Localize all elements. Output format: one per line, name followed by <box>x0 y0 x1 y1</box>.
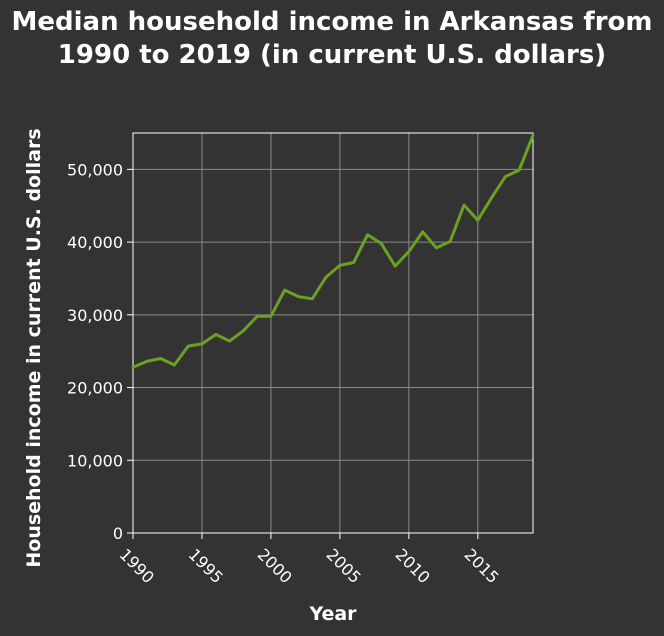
y-tick-label: 30,000 <box>67 306 123 325</box>
series-line <box>131 133 535 369</box>
x-axis-title: Year <box>308 603 357 625</box>
y-tick-label: 0 <box>113 524 123 543</box>
ticks: 1990 1995 2000 2005 2010 2015 0 10,000 20,000 30,… <box>67 160 503 587</box>
y-tick-label: 20,000 <box>67 379 123 398</box>
series-layer <box>131 133 535 369</box>
y-tick-label: 40,000 <box>67 233 123 252</box>
x-tick-label: 1995 <box>185 545 227 587</box>
x-tick-label: 2000 <box>254 545 296 587</box>
chart-title-line-1: Median household income in Arkansas from <box>11 7 653 37</box>
y-tick-label: 50,000 <box>67 160 123 179</box>
x-tick-label: 2015 <box>461 545 503 587</box>
grid <box>132 133 533 534</box>
x-tick-label: 2005 <box>323 545 365 587</box>
x-tick-label: 2010 <box>392 545 434 587</box>
chart-title-line-2: 1990 to 2019 (in current U.S. dollars) <box>57 40 607 70</box>
plot-frame <box>132 132 534 534</box>
y-axis-title: Household income in current U.S. dollars <box>23 128 45 567</box>
x-tick-label: 1990 <box>116 545 158 587</box>
chart-title: Median household income in Arkansas from… <box>0 6 664 72</box>
y-tick-label: 10,000 <box>67 451 123 470</box>
axes <box>132 132 534 534</box>
